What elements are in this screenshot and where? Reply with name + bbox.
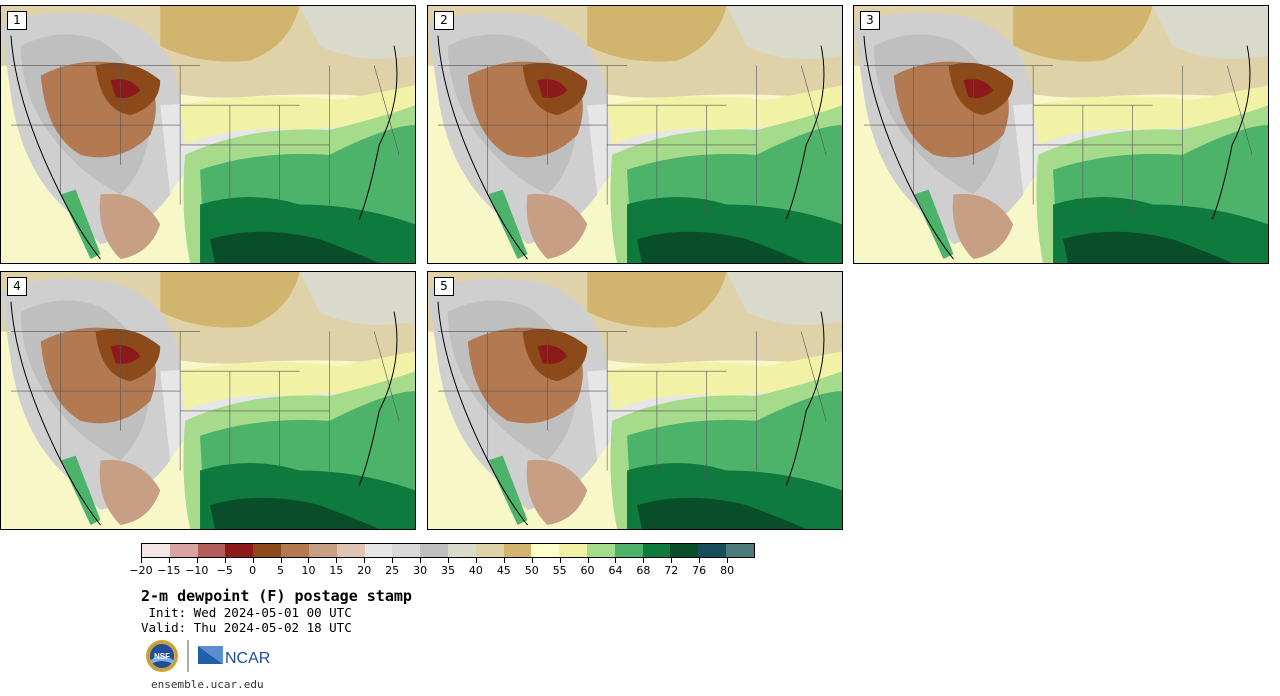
- colorbar-swatch: [197, 544, 226, 557]
- colorbar-swatch: [169, 544, 198, 557]
- colorbar-tick-label: −15: [157, 564, 181, 577]
- colorbar-tick-label: 5: [277, 564, 285, 577]
- colorbar-tick-label: 50: [524, 564, 539, 577]
- colorbar-swatch: [531, 544, 560, 557]
- colorbar-tick-label: 0: [249, 564, 257, 577]
- panel-label: 1: [7, 11, 27, 30]
- colorbar-tick: [699, 558, 701, 563]
- colorbar-tick: [587, 558, 589, 563]
- dewpoint-map: [854, 6, 1268, 263]
- colorbar-tick: [224, 558, 226, 563]
- colorbar-tick-label: 55: [552, 564, 567, 577]
- colorbar-tick: [448, 558, 449, 563]
- colorbar-swatch: [614, 544, 643, 557]
- colorbar-tick-label: 64: [608, 564, 623, 577]
- logos: NSF NCAR: [145, 638, 275, 674]
- colorbar: [141, 543, 755, 558]
- colorbar-tick: [475, 558, 477, 563]
- colorbar-swatch: [698, 544, 727, 557]
- colorbar-tick: [531, 558, 533, 563]
- colorbar-swatch: [392, 544, 421, 557]
- panel-label: 5: [434, 277, 454, 296]
- colorbar-tick-label: 35: [441, 564, 455, 577]
- colorbar-tick: [559, 558, 561, 563]
- colorbar-ticks: −20 −15 −10 −5 0 5 10 15 20 25 30 35 40 45 50 55 60 64 68 7…: [129, 558, 755, 578]
- colorbar-tick: [643, 558, 645, 563]
- colorbar-tick: [420, 558, 422, 563]
- colorbar-swatch: [475, 544, 504, 557]
- colorbar-tick-label: 40: [468, 564, 483, 577]
- dewpoint-map: [1, 6, 415, 263]
- colorbar-tick: [196, 558, 198, 563]
- colorbar-swatch: [281, 544, 309, 557]
- dewpoint-map: [428, 6, 842, 263]
- colorbar-tick-label: 20: [357, 564, 372, 577]
- colorbar-tick: [503, 558, 505, 563]
- colorbar-tick: [280, 558, 282, 563]
- panel-label: 2: [434, 11, 454, 30]
- colorbar-tick-label: 45: [496, 564, 511, 577]
- colorbar-tick-label: 30: [413, 564, 428, 577]
- colorbar-tick: [141, 558, 142, 563]
- colorbar-tick: [727, 558, 729, 563]
- colorbar-swatch: [503, 544, 532, 557]
- nsf-logo-text: NSF: [154, 652, 170, 661]
- map-panel-2: 2: [427, 5, 843, 264]
- colorbar-swatch: [420, 544, 448, 557]
- ncar-logo-icon: NCAR: [198, 646, 270, 667]
- colorbar-swatch: [253, 544, 282, 557]
- colorbar-tick-label: 68: [636, 564, 651, 577]
- colorbar-tick: [336, 558, 338, 563]
- colorbar-swatch: [559, 544, 587, 557]
- colorbar-tick-label: 10: [301, 564, 316, 577]
- panel-label: 3: [860, 11, 880, 30]
- site-url: ensemble.ucar.edu: [151, 678, 264, 691]
- dewpoint-map: [1, 272, 415, 529]
- colorbar-tick-label: 72: [664, 564, 679, 577]
- map-panel-1: 1: [0, 5, 416, 264]
- colorbar-tick: [168, 558, 170, 563]
- colorbar-tick-label: 15: [329, 564, 344, 577]
- colorbar-swatch: [336, 544, 365, 557]
- colorbar-tick: [615, 558, 617, 563]
- map-panel-4: 4: [0, 271, 416, 530]
- colorbar-swatch: [670, 544, 699, 557]
- colorbar-swatch: [447, 544, 476, 557]
- colorbar-tick: [252, 558, 254, 563]
- panel-label: 4: [7, 277, 27, 296]
- colorbar-swatch: [225, 544, 254, 557]
- colorbar-swatch: [142, 544, 170, 557]
- dewpoint-map: [428, 272, 842, 529]
- colorbar-swatch: [364, 544, 393, 557]
- ncar-logo-text: NCAR: [225, 650, 270, 667]
- colorbar-swatch: [726, 544, 754, 557]
- colorbar-tick-label: 76: [692, 564, 707, 577]
- colorbar-tick: [308, 558, 310, 563]
- colorbar-tick: [671, 558, 673, 563]
- colorbar-swatch: [587, 544, 615, 557]
- map-panel-3: 3: [853, 5, 1269, 264]
- colorbar-tick-label: −20: [129, 564, 153, 577]
- valid-time: Valid: Thu 2024-05-02 18 UTC: [141, 620, 352, 635]
- colorbar-tick-label: −5: [216, 564, 233, 577]
- colorbar-tick-label: 80: [720, 564, 735, 577]
- nsf-logo-icon: NSF: [146, 640, 178, 672]
- colorbar-tick: [364, 558, 366, 563]
- colorbar-tick-label: 25: [385, 564, 400, 577]
- colorbar-swatch: [308, 544, 337, 557]
- colorbar-tick-label: 60: [580, 564, 595, 577]
- figure-title: 2-m dewpoint (F) postage stamp: [141, 587, 412, 605]
- map-panel-5: 5: [427, 271, 843, 530]
- colorbar-swatch: [642, 544, 671, 557]
- init-time: Init: Wed 2024-05-01 00 UTC: [141, 605, 352, 620]
- colorbar-tick-label: −10: [185, 564, 209, 577]
- colorbar-tick: [392, 558, 394, 563]
